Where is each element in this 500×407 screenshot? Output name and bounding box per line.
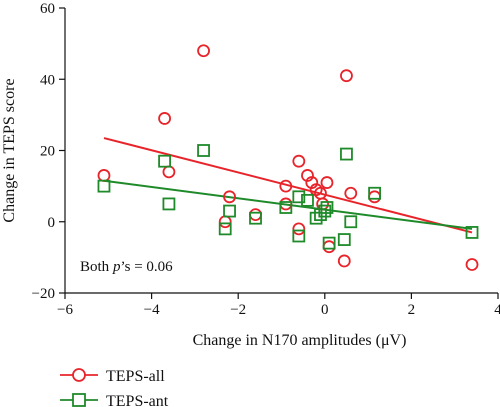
data-point [197, 44, 210, 58]
x-tick-label: −2 [230, 302, 246, 318]
y-tick-label: 60 [40, 1, 55, 17]
legend-marker [72, 393, 86, 407]
data-point [249, 211, 262, 225]
data-point [218, 215, 232, 229]
data-point [314, 208, 327, 222]
data-point [162, 165, 176, 179]
data-point [97, 179, 111, 193]
y-tick-label: −20 [32, 286, 55, 302]
x-ticks: −6 −4 −2 0 2 4 [57, 293, 500, 318]
y-tick-label: 20 [40, 144, 55, 160]
series-teps-ant [97, 144, 479, 250]
data-point [197, 144, 210, 157]
legend-item-teps-ant: TEPS-ant [60, 393, 169, 407]
data-point [465, 226, 479, 239]
data-point [337, 233, 351, 246]
x-axis-title: Change in N170 amplitudes (μV) [193, 332, 407, 349]
data-point [223, 204, 236, 218]
data-point [337, 254, 351, 268]
data-point [320, 201, 334, 214]
data-point [322, 240, 336, 254]
data-point [279, 179, 293, 193]
annotation-p: p [112, 259, 121, 275]
plot-area [97, 44, 479, 271]
fit-line-teps-all [103, 137, 473, 234]
legend-label: TEPS-all [106, 368, 165, 385]
x-tick-label: −4 [144, 302, 160, 318]
data-point [292, 229, 306, 243]
data-point [279, 201, 293, 214]
annotation-suffix: ’s = 0.06 [120, 259, 173, 275]
data-point [158, 154, 171, 168]
x-tick-label: 4 [494, 302, 500, 318]
legend-item-teps-all: TEPS-all [60, 368, 165, 385]
data-point [162, 197, 176, 211]
y-tick-label: 0 [48, 215, 56, 231]
data-point [292, 154, 306, 168]
p-value-annotation: Both p’s = 0.06 [80, 259, 173, 275]
data-point [292, 222, 306, 236]
data-point [292, 190, 306, 204]
legend-label: TEPS-ant [106, 393, 169, 407]
y-ticks: −20 0 20 40 60 [32, 1, 65, 302]
data-point [344, 215, 358, 229]
data-point [318, 204, 332, 218]
data-point [301, 193, 314, 207]
x-tick-label: −6 [57, 302, 73, 318]
fit-line-teps-ant [103, 179, 473, 230]
legend-marker [72, 368, 86, 382]
data-point [340, 69, 353, 83]
data-point [218, 222, 232, 236]
x-tick-label: 2 [408, 302, 416, 318]
y-tick-label: 40 [40, 72, 55, 88]
data-point [249, 208, 262, 222]
legend: TEPS-all TEPS-ant [60, 368, 169, 407]
data-point [368, 190, 381, 204]
annotation-prefix: Both [80, 259, 113, 275]
data-point [465, 258, 479, 271]
data-point [97, 169, 111, 182]
data-point [340, 147, 353, 161]
data-point [320, 176, 334, 189]
data-point [223, 190, 236, 204]
data-point [322, 236, 336, 250]
data-point [368, 186, 381, 200]
x-tick-label: 0 [321, 302, 329, 318]
data-point [309, 211, 323, 225]
y-axis-title: Change in TEPS score [1, 78, 18, 222]
data-point [344, 186, 358, 200]
data-point [158, 112, 171, 125]
series-teps-all [97, 44, 479, 271]
